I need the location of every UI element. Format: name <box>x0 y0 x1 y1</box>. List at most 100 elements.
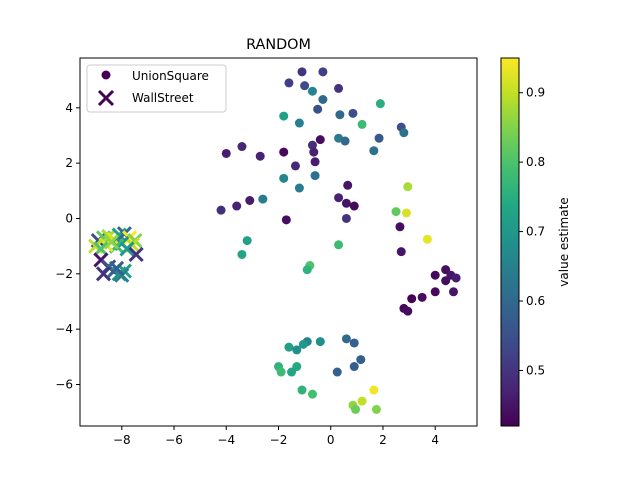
unionsquare-point <box>313 104 323 114</box>
colorbar-tick-label: 0.8 <box>526 155 545 169</box>
unionsquare-point <box>399 128 409 138</box>
unionsquare-point <box>279 147 289 157</box>
x-tick-label: −2 <box>270 433 288 447</box>
unionsquare-point <box>318 95 328 105</box>
x-tick-label: 4 <box>431 433 439 447</box>
unionsquare-point <box>430 287 440 297</box>
unionsquare-point <box>294 183 304 193</box>
legend-label-unionsquare: UnionSquare <box>132 69 209 83</box>
legend-marker-wallstreet <box>97 89 115 107</box>
unionsquare-point <box>309 147 319 157</box>
unionsquare-point <box>343 180 353 190</box>
unionsquare-point <box>279 111 289 121</box>
wallstreet-point <box>93 241 109 257</box>
unionsquare-point <box>315 135 325 145</box>
unionsquare-point <box>403 182 413 192</box>
unionsquare-point <box>258 194 268 204</box>
colorbar-label: value estimate <box>557 197 571 286</box>
unionsquare-point <box>340 136 350 146</box>
y-tick-label: −4 <box>55 322 73 336</box>
unionsquare-point <box>245 195 255 205</box>
colorbar-tick-label: 0.9 <box>526 86 545 100</box>
legend-box <box>86 64 227 113</box>
unionsquare-point <box>310 171 320 181</box>
unionsquare-point <box>357 396 367 406</box>
unionsquare-point <box>315 337 325 347</box>
x-tick-label: −6 <box>165 433 183 447</box>
unionsquare-point <box>351 404 361 414</box>
unionsquare-point <box>298 339 308 349</box>
unionsquare-point <box>430 270 440 280</box>
unionsquare-point <box>341 213 351 223</box>
legend: UnionSquare WallStreet <box>86 64 227 113</box>
unionsquare-point <box>441 276 451 286</box>
unionsquare-point <box>341 198 351 208</box>
unionsquare-point <box>396 247 406 257</box>
unionsquare-point <box>422 234 432 244</box>
unionsquare-point <box>371 404 381 414</box>
unionsquare-point <box>356 355 366 365</box>
unionsquare-point <box>417 292 427 302</box>
x-tick-label: 2 <box>379 433 387 447</box>
y-tick-label: −2 <box>55 267 73 281</box>
unionsquare-point <box>276 367 286 377</box>
unionsquare-point <box>307 86 317 96</box>
unionsquare-point <box>349 338 359 348</box>
y-tick-label: 2 <box>65 156 73 170</box>
unionsquare-point <box>279 173 289 183</box>
wallstreet-point <box>119 241 135 257</box>
data-marks <box>88 67 461 414</box>
unionsquare-point <box>307 389 317 399</box>
unionsquare-point <box>348 108 358 118</box>
wallstreet-point <box>95 266 112 282</box>
unionsquare-point <box>451 273 461 283</box>
legend-label-wallstreet: WallStreet <box>132 91 194 105</box>
unionsquare-point <box>216 205 226 215</box>
chart-title: RANDOM <box>246 37 311 53</box>
unionsquare-point <box>332 367 342 377</box>
unionsquare-point <box>281 215 291 225</box>
unionsquare-point <box>341 334 351 344</box>
unionsquare-point <box>287 367 297 377</box>
unionsquare-point <box>232 201 242 211</box>
y-tick-label: 4 <box>65 101 73 115</box>
x-tick-label: −8 <box>113 433 131 447</box>
unionsquare-point <box>242 236 252 246</box>
unionsquare-point <box>375 99 385 109</box>
wallstreet-point <box>109 260 125 276</box>
unionsquare-point <box>357 119 367 129</box>
unionsquare-point <box>335 110 345 120</box>
unionsquare-point <box>284 78 294 88</box>
unionsquare-point <box>334 240 344 250</box>
unionsquare-point <box>334 83 344 93</box>
colorbar-tick-label: 0.5 <box>526 363 545 377</box>
unionsquare-point <box>369 146 379 156</box>
y-axis-ticks: −6 −4 −2 0 2 4 <box>55 101 80 391</box>
x-tick-label: −4 <box>217 433 235 447</box>
unionsquare-point <box>302 265 312 275</box>
unionsquare-point <box>369 385 379 395</box>
unionsquare-point <box>407 294 417 304</box>
colorbar-tick-label: 0.6 <box>526 294 545 308</box>
unionsquare-point <box>297 385 307 395</box>
unionsquare-point <box>391 207 401 217</box>
unionsquare-point <box>318 67 328 77</box>
colorbar-tick-label: 0.7 <box>526 225 545 239</box>
unionsquare-point <box>294 118 304 128</box>
colorbar-ticks: 0.5 0.6 0.7 0.8 0.9 <box>519 86 545 377</box>
unionsquare-point <box>401 208 411 218</box>
legend-marker-unionsquare <box>101 70 111 80</box>
unionsquare-point <box>237 142 247 152</box>
unionsquare-point <box>237 249 247 259</box>
wallstreet-point <box>128 246 144 263</box>
colorbar-gradient <box>500 57 520 427</box>
x-tick-label: 0 <box>327 433 335 447</box>
unionsquare-point <box>292 345 302 355</box>
unionsquare-point <box>297 67 307 77</box>
colorbar: 0.5 0.6 0.7 0.8 0.9 value estimate <box>500 57 571 427</box>
wallstreet-point <box>103 234 119 250</box>
unionsquare-point <box>290 161 300 171</box>
unionsquare-point <box>395 222 405 232</box>
unionsquare-point <box>334 193 344 203</box>
